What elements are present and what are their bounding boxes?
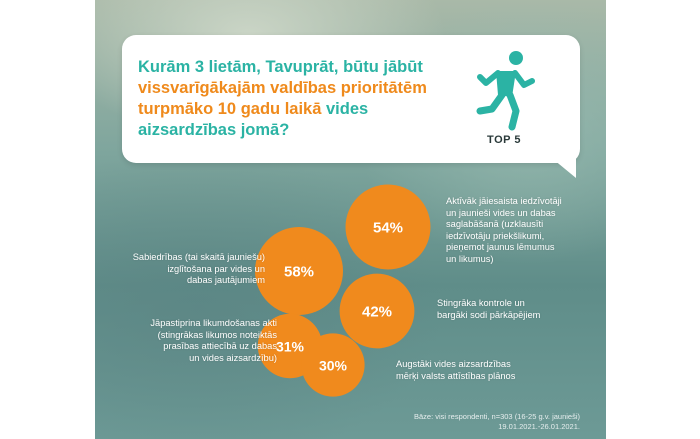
top5-label: TOP 5 <box>487 134 521 146</box>
bubble-54 <box>345 184 431 270</box>
source-note: Bāze: visi respondenti, n=303 (16-25 g.v… <box>414 412 580 431</box>
label-54: Aktīvāk jāiesaista iedzīvotāji un jaunie… <box>446 196 562 265</box>
label-42-line: Stingrāka kontrole un <box>437 298 525 308</box>
infographic-poster: Kurām 3 lietām, Tavuprāt, būtu jābūt vis… <box>95 0 606 439</box>
label-31-line: un vides aizsardzību) <box>189 352 277 363</box>
source-line-2: 19.01.2021.-26.01.2021. <box>498 421 580 431</box>
label-30: Augstāki vides aizsardzības mērķi valsts… <box>396 359 515 382</box>
running-person-icon <box>476 51 535 131</box>
bubble-value-label: 31% <box>276 339 305 355</box>
label-54-line: Aktīvāk jāiesaista iedzīvotāji <box>446 196 562 206</box>
source-line-1: Bāze: visi respondenti, n=303 (16-25 g.v… <box>414 412 580 421</box>
label-54-line: un jaunieši vides un dabas <box>446 207 556 218</box>
question-speech-bubble: Kurām 3 lietām, Tavuprāt, būtu jābūt vis… <box>122 35 580 163</box>
question-part-1: Kurām 3 lietām, Tavuprāt, būtu jābūt <box>138 58 423 76</box>
question-part-2: vissvarīgākajām valdības prioritātēm <box>138 79 427 97</box>
label-54-line: un likumus) <box>446 253 494 264</box>
label-31-line: (stingrākas likumos noteiktās <box>157 329 277 340</box>
label-31: Jāpastiprina likumdošanas akti (stingrāk… <box>150 318 277 364</box>
question-part-4: vides aizsardzības jomā? <box>138 100 369 139</box>
bubble-value-label: 30% <box>319 358 348 374</box>
bubble-58 <box>255 227 343 315</box>
bubble-30 <box>301 333 365 397</box>
label-31-line: prasības attiecībā uz dabas <box>163 341 277 351</box>
label-58: Sabiedrības (tai skaitā jauniešu) izglīt… <box>133 252 265 287</box>
question-part-3: turpmāko 10 gadu laikā <box>138 100 322 118</box>
label-58-line: dabas jautājumiem <box>186 275 265 285</box>
label-30-line: mērķi valsts attīstības plānos <box>396 370 516 381</box>
question-text: Kurām 3 lietām, Tavuprāt, būtu jābūt vis… <box>138 57 438 141</box>
bubble-value-label: 54% <box>373 220 403 237</box>
label-58-line: Sabiedrības (tai skaitā jauniešu) <box>132 252 265 262</box>
bubble-chart: 54% 58% 42% 31% 30% <box>255 184 431 397</box>
label-42-line: bargāki sodi pārkāpējiem <box>437 309 541 320</box>
speech-bubble-tail <box>542 150 576 178</box>
label-42: Stingrāka kontrole un bargāki sodi pārkā… <box>437 298 540 321</box>
label-30-line: Augstāki vides aizsardzības <box>396 359 511 369</box>
label-31-line: Jāpastiprina likumdošanas akti <box>150 318 277 328</box>
bubble-value-label: 42% <box>362 304 392 321</box>
label-54-line: iedzīvotāju priekšlikumi, <box>446 230 545 241</box>
label-54-line: pieņemot jaunus lēmumus <box>446 242 555 252</box>
bubble-value-label: 58% <box>284 264 314 281</box>
bubble-42 <box>339 273 415 349</box>
label-54-line: saglabāšanā (uzklausīti <box>446 219 544 229</box>
label-58-line: izglītošana par vides un <box>167 263 265 274</box>
